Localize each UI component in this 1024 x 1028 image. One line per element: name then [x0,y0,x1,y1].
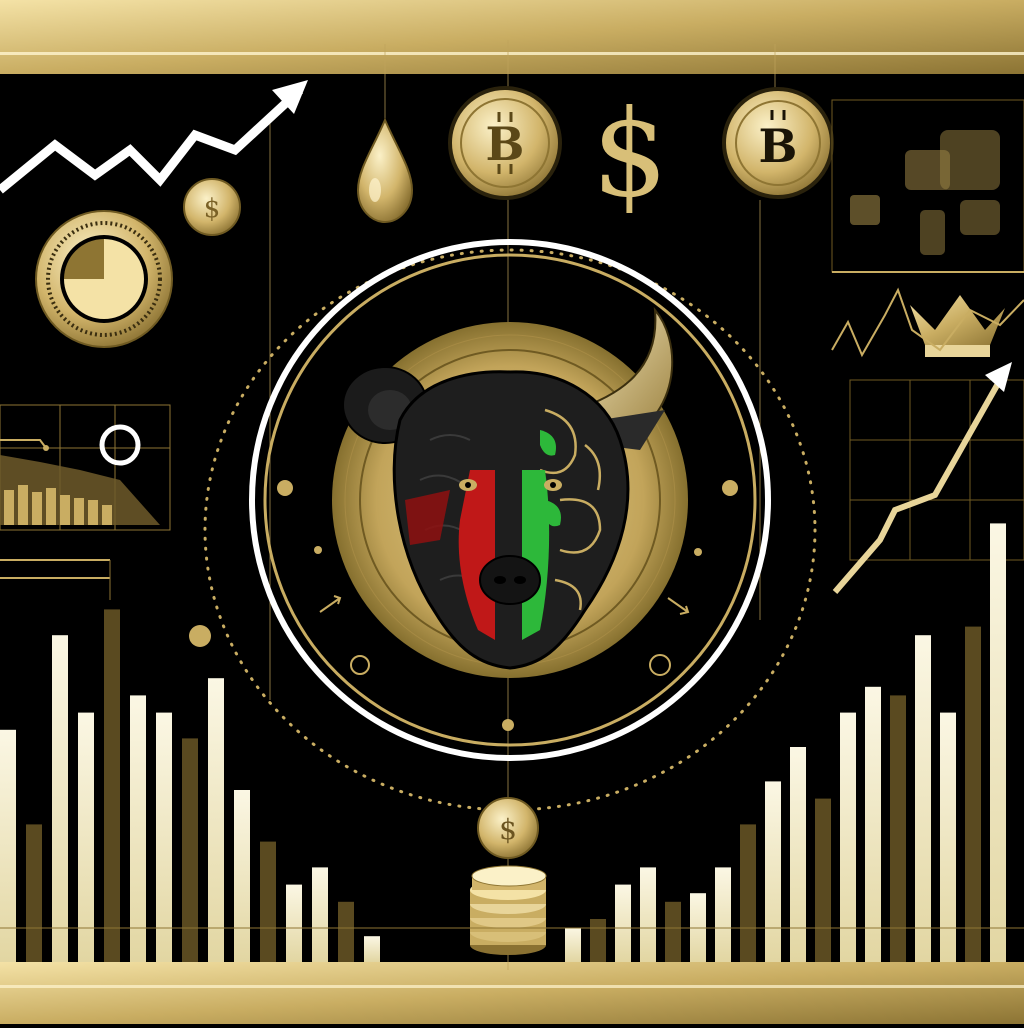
world-map-icon [831,99,1024,273]
right-bar-13 [865,686,881,962]
right-bar-7 [715,867,731,962]
left-bar-5 [104,609,120,962]
left-bar-3 [52,635,68,962]
bar-chart-right [565,523,1006,962]
bottom-band-stripe [0,985,1024,988]
dollar-sign-icon: $ [592,85,668,224]
right-bar-10 [790,747,806,962]
orbit-nodes [189,480,738,731]
right-bar-4 [640,867,656,962]
right-bar-16 [940,712,956,962]
right-bar-18 [990,523,1006,962]
dollar-coin-bottom: $ [477,797,539,859]
right-bar-8 [740,824,756,962]
trend-arrow-head-right [985,362,1012,392]
right-bar-11 [815,798,831,962]
right-bar-9 [765,781,781,962]
orbit-arrow-markers [319,595,690,615]
bar-chart-left [0,609,380,962]
dollar-coin-small-symbol: $ [204,194,221,224]
right-bar-15 [915,635,931,962]
mini-area-chart-left [0,404,171,600]
left-bar-9 [208,678,224,962]
coin-stack-icon [470,865,547,955]
bitcoin-symbol-left: B [486,117,525,171]
grid-panel-right [849,379,1024,561]
right-bar-3 [615,884,631,962]
top-band-stripe [0,52,1024,55]
inner-gold-ring [263,253,757,747]
main-white-ring [249,239,771,761]
right-bar-2 [590,919,606,962]
left-bar-2 [26,824,42,962]
oil-drop-icon [356,117,414,224]
dollar-coin-bottom-symbol: $ [499,813,517,846]
left-bar-15 [364,936,380,962]
dollar-sign-glyph: $ [592,85,668,224]
left-bar-7 [156,712,172,962]
left-bar-14 [338,901,354,962]
bitcoin-coin-icon-right: B [722,87,834,199]
left-bar-10 [234,790,250,962]
right-bar-14 [890,695,906,962]
right-bar-5 [665,901,681,962]
dollar-coin-small: $ [183,178,241,236]
right-bar-1 [565,927,581,962]
bottom-gold-band [0,962,1024,1024]
trend-arrow-head-top-left [272,80,308,114]
rising-trend-line-top-left [0,86,304,194]
left-bar-1 [0,729,16,962]
bitcoin-symbol-right: B [759,119,798,173]
right-bar-17 [965,626,981,962]
left-bar-13 [312,867,328,962]
left-bar-11 [260,841,276,962]
pie-chart-coin-icon [35,210,173,348]
bitcoin-coin-icon-left: B [448,86,562,200]
left-bar-6 [130,695,146,962]
left-bar-4 [78,712,94,962]
rising-trend-line-right [832,378,1003,594]
left-bar-8 [182,738,198,962]
top-gold-band [0,0,1024,74]
small-trend-line-right [831,287,1024,358]
left-bar-12 [286,884,302,962]
bull-bear-head-icon [342,306,674,670]
right-bar-12 [840,712,856,962]
